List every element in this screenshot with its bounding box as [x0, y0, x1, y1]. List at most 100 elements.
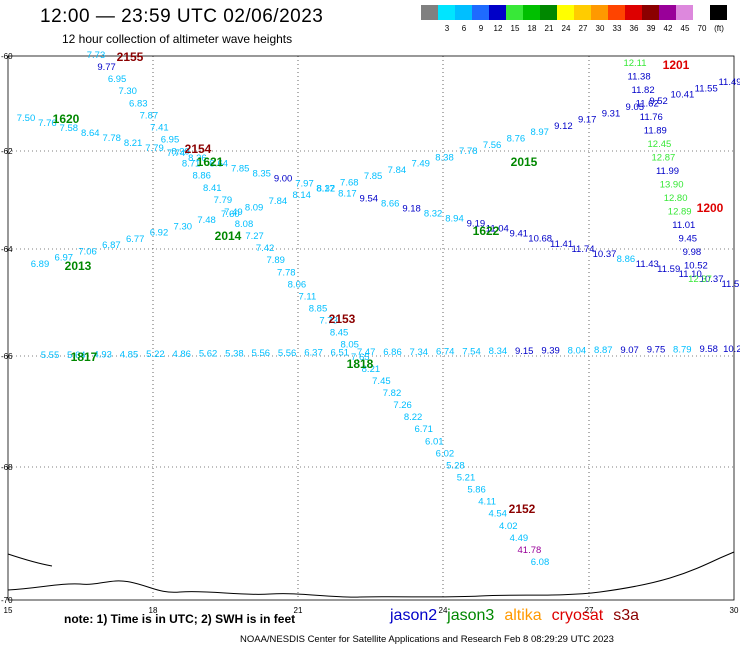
- wave-height-value: 7.34: [410, 347, 429, 358]
- pass-time-label: 1201: [663, 58, 690, 72]
- wave-height-value: 6.97: [55, 253, 74, 264]
- wave-height-value: 8.05: [340, 340, 359, 351]
- wave-height-value: 7.60: [221, 209, 240, 220]
- wave-height-value: 11.43: [636, 259, 659, 270]
- wave-height-value: 8.97: [530, 127, 549, 138]
- wave-height-value: 9.05: [626, 102, 645, 113]
- color-scale-label: 3: [444, 24, 450, 33]
- wave-height-value: 7.78: [459, 146, 478, 157]
- color-swatch: [710, 5, 727, 20]
- wave-height-value: 4.86: [172, 349, 191, 360]
- wave-height-value: 9.12: [554, 121, 573, 132]
- wave-height-value: 11.55: [695, 83, 718, 94]
- color-scale-label: (ft): [714, 24, 724, 33]
- wave-height-value: 7.74: [167, 148, 186, 159]
- satellite-legend: jason2 jason3 altika cryosat s3a: [390, 607, 649, 625]
- wave-height-value: 11.89: [644, 126, 667, 137]
- wave-height-value: 9.15: [515, 346, 534, 357]
- wave-height-value: 5.21: [457, 473, 476, 484]
- color-swatch: [540, 5, 557, 20]
- wave-height-value: 11.01: [672, 220, 695, 231]
- wave-height-value: 7.82: [383, 388, 402, 399]
- wave-height-value: 12.89: [668, 207, 692, 218]
- color-scale-label: 42: [663, 24, 673, 33]
- wave-height-value: 9.19: [467, 219, 486, 230]
- wave-height-value: 9.52: [649, 96, 668, 107]
- wave-height-value: 8.22: [404, 412, 423, 423]
- wave-height-value: 9.77: [97, 62, 116, 73]
- wave-height-value: 4.02: [499, 521, 518, 532]
- wave-height-value: 8.06: [288, 279, 307, 290]
- wave-height-value: 8.64: [81, 128, 100, 139]
- wave-height-value: 8.38: [435, 152, 454, 163]
- wave-height-value: 11.76: [640, 112, 663, 123]
- map-title: 12:00 — 23:59 UTC 02/06/2023: [40, 6, 324, 27]
- wave-height-value: 8.41: [203, 183, 222, 194]
- color-swatch: [591, 5, 608, 20]
- color-scale-label: 24: [561, 24, 571, 33]
- wave-height-value: 13.90: [660, 180, 684, 191]
- satellite-legend-entry: altika: [504, 607, 542, 624]
- color-swatch: [455, 5, 472, 20]
- wave-height-value: 7.73: [319, 316, 338, 327]
- wave-height-value: 12.87: [652, 153, 676, 164]
- wave-height-value: 8.21: [124, 138, 143, 149]
- wave-height-value: 12.45: [648, 139, 672, 150]
- pass-time-label: 2155: [117, 50, 144, 64]
- wave-height-value: 10.52: [684, 261, 708, 272]
- wave-height-value: 5.62: [199, 349, 218, 360]
- wave-height-value: 7.30: [174, 221, 193, 232]
- color-swatch: [523, 5, 540, 20]
- wave-height-value: 8.64: [210, 158, 229, 169]
- satellite-tracks: 7.739.776.957.306.837.877.416.958.398.71…: [17, 50, 740, 568]
- wave-height-value: 7.56: [483, 140, 502, 151]
- color-scale-label: 12: [493, 24, 503, 33]
- wave-height-value: 8.14: [292, 190, 311, 201]
- wave-height-value: 8.34: [489, 346, 508, 357]
- wave-height-value: 7.97: [295, 178, 314, 189]
- wave-height-value: 8.09: [245, 203, 264, 214]
- wave-height-value: 6.37: [304, 348, 323, 359]
- wave-height-value: 5.38: [225, 348, 244, 359]
- wave-height-value: 11.04: [486, 224, 509, 235]
- wave-height-value: 4.85: [120, 349, 139, 360]
- pass-time-label: 1622: [473, 224, 500, 238]
- wave-height-value: 7.27: [245, 231, 264, 242]
- wave-height-value: 7.84: [269, 196, 288, 207]
- lat-lon-grid: [8, 56, 734, 600]
- color-scale-label: 39: [646, 24, 656, 33]
- wave-height-value: 6.77: [126, 234, 145, 245]
- wave-height-value: 11.62: [636, 99, 659, 110]
- wave-height-value: 6.87: [102, 240, 121, 251]
- wave-height-value: 7.79: [145, 143, 164, 154]
- wave-height-value: 9.75: [647, 345, 666, 356]
- wave-height-value: 7.68: [340, 177, 359, 188]
- wave-height-value: 11.59: [657, 264, 680, 275]
- wave-height-value: 6.86: [383, 347, 402, 358]
- wave-height-value: 6.83: [129, 98, 148, 109]
- color-swatch: [421, 5, 438, 20]
- color-swatch: [506, 5, 523, 20]
- color-scale-label: 30: [595, 24, 605, 33]
- wave-height-value: 9.18: [402, 204, 421, 215]
- color-scale-label: 21: [544, 24, 554, 33]
- wave-height-value: 8.08: [235, 219, 254, 230]
- pass-time-label: 2014: [215, 229, 242, 243]
- wave-height-value: 5.22: [146, 349, 165, 360]
- color-swatch: [574, 5, 591, 20]
- wave-height-value: 12.37: [688, 274, 712, 285]
- wave-height-value: 9.45: [679, 234, 698, 245]
- wave-height-value: 7.78: [277, 267, 296, 278]
- wave-height-value: 8.85: [309, 304, 328, 315]
- wave-height-value: 7.54: [462, 346, 481, 357]
- wave-height-value: 7.49: [411, 159, 430, 170]
- wave-height-value: 10.20: [723, 344, 740, 355]
- pass-time-label: 1620: [53, 112, 80, 126]
- wave-height-value: 7.06: [78, 246, 97, 257]
- pass-time-label: 2013: [65, 259, 92, 273]
- wave-height-value: 11.51: [721, 279, 740, 290]
- pass-time-label: 2154: [185, 142, 212, 156]
- wave-height-value: 7.73: [87, 50, 106, 61]
- pass-time-label: 1200: [697, 201, 724, 215]
